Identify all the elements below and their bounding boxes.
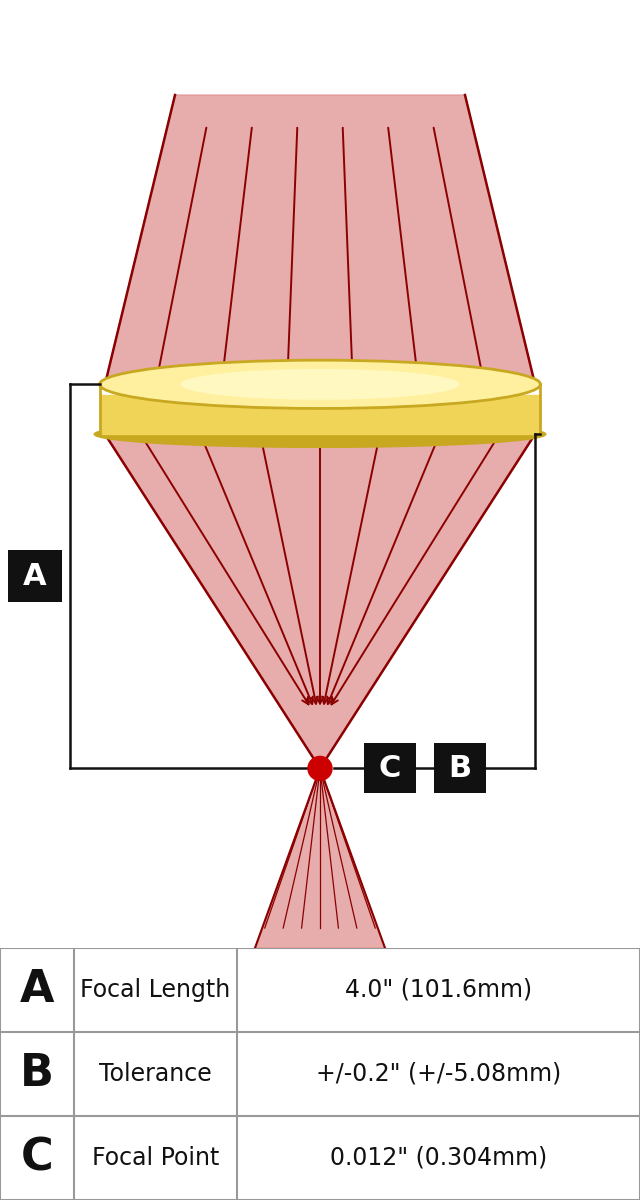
Circle shape (308, 756, 332, 780)
Polygon shape (105, 95, 535, 384)
Text: 0.012" (0.304mm): 0.012" (0.304mm) (330, 1146, 547, 1170)
FancyBboxPatch shape (364, 744, 416, 793)
FancyBboxPatch shape (434, 744, 486, 793)
Text: 4.0" LENS: 4.0" LENS (98, 7, 542, 85)
Text: A: A (20, 968, 54, 1012)
FancyBboxPatch shape (8, 551, 62, 602)
Text: B: B (20, 1052, 54, 1096)
Text: C: C (379, 754, 401, 782)
Ellipse shape (94, 421, 546, 448)
Text: +/-0.2" (+/-5.08mm): +/-0.2" (+/-5.08mm) (316, 1062, 561, 1086)
Ellipse shape (180, 368, 460, 400)
Text: Tolerance: Tolerance (99, 1062, 212, 1086)
Text: B: B (449, 754, 472, 782)
Text: A: A (23, 562, 47, 590)
Polygon shape (255, 768, 385, 948)
Text: C: C (20, 1136, 53, 1180)
Ellipse shape (100, 360, 540, 408)
Text: Focal Point: Focal Point (92, 1146, 219, 1170)
Polygon shape (100, 395, 540, 434)
Text: 4.0" (101.6mm): 4.0" (101.6mm) (345, 978, 532, 1002)
Text: Focal Length: Focal Length (80, 978, 230, 1002)
Polygon shape (105, 434, 535, 768)
